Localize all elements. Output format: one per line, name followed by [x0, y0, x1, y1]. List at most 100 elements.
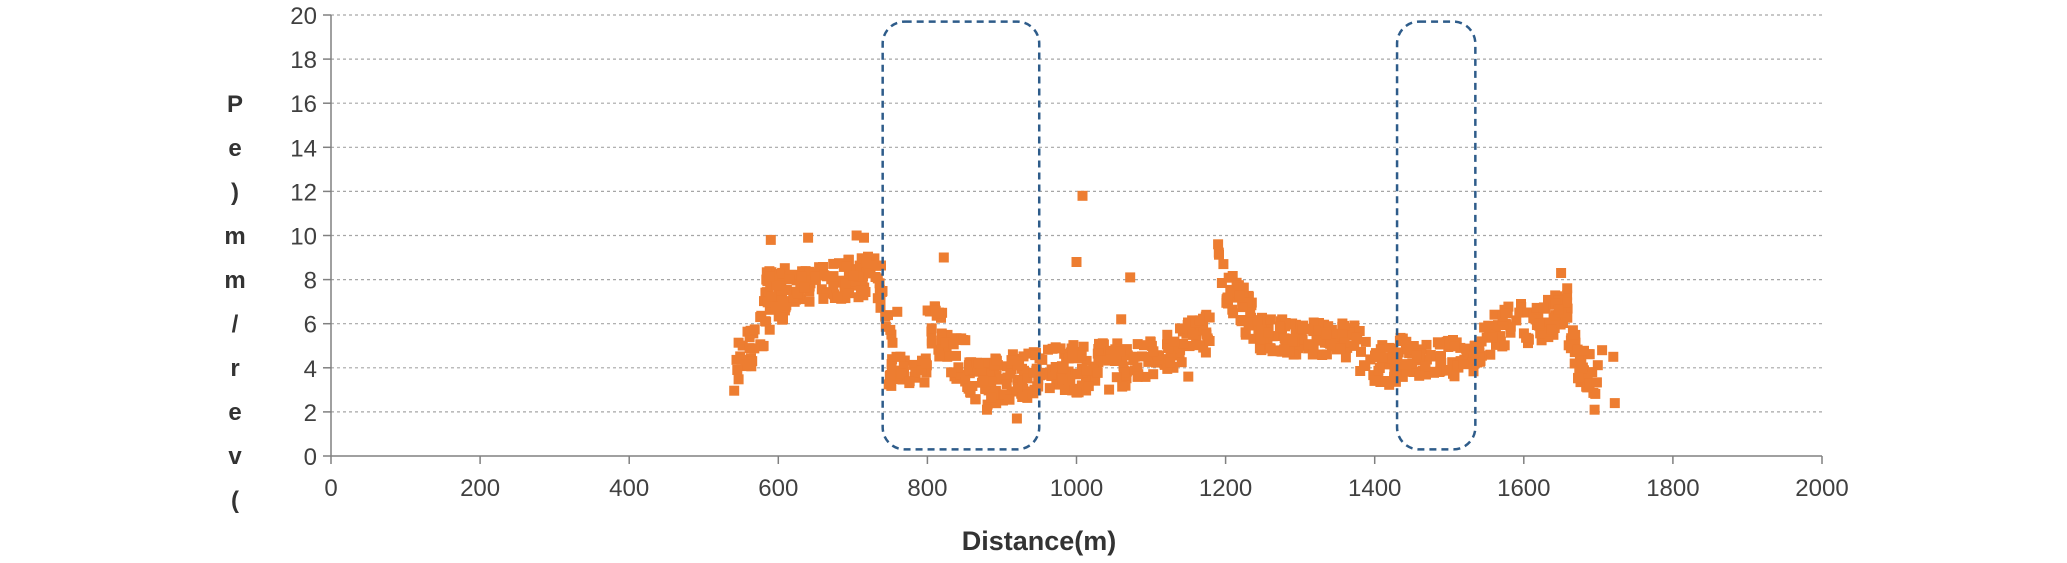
data-point [1057, 375, 1068, 385]
data-point [818, 293, 829, 304]
y-tick-label: 16 [290, 91, 317, 118]
data-point [1474, 348, 1485, 358]
x-tick-label: 1400 [1348, 475, 1401, 502]
data-point [885, 324, 896, 335]
data-point [1165, 357, 1176, 368]
data-point [1375, 377, 1386, 387]
data-point [1327, 340, 1337, 350]
data-point [1228, 308, 1239, 319]
data-point [1590, 388, 1601, 399]
data-point [1337, 329, 1348, 340]
data-point [1589, 404, 1600, 415]
data-point [1077, 190, 1088, 201]
data-point [986, 376, 997, 387]
data-point [1117, 352, 1128, 363]
data-point [991, 355, 1002, 366]
data-point [1119, 367, 1130, 378]
data-point [910, 367, 921, 378]
data-point [1485, 349, 1496, 360]
data-point [1104, 384, 1115, 395]
data-point [1303, 324, 1314, 335]
data-point [1521, 332, 1532, 343]
data-point [1165, 350, 1176, 361]
data-point [1028, 367, 1039, 378]
data-point [1240, 329, 1251, 340]
data-point [1377, 352, 1388, 363]
data-point [1536, 335, 1547, 346]
data-point [908, 359, 919, 370]
data-point [1582, 371, 1593, 381]
data-point [1344, 328, 1355, 338]
data-point [1577, 362, 1588, 373]
data-point [1043, 344, 1053, 355]
data-point [1032, 381, 1043, 392]
data-point [1115, 346, 1126, 357]
data-point [1213, 247, 1224, 258]
data-point [1408, 367, 1419, 377]
data-point [1543, 332, 1554, 343]
data-point [821, 288, 832, 299]
data-point [886, 380, 897, 391]
data-point [1118, 361, 1129, 372]
data-point [1314, 318, 1324, 328]
data-point [1148, 369, 1159, 380]
data-point [942, 329, 953, 340]
data-point [1434, 339, 1445, 350]
data-points [729, 190, 1620, 424]
data-point [926, 338, 937, 349]
data-point [1111, 372, 1122, 383]
data-point [1401, 366, 1412, 377]
data-point [1534, 318, 1545, 329]
data-point [1132, 362, 1143, 373]
x-tick-label: 2000 [1795, 475, 1848, 502]
data-point [1012, 384, 1023, 395]
data-point [766, 291, 777, 302]
data-point [749, 324, 760, 335]
data-point [733, 374, 744, 385]
data-point [1245, 307, 1256, 318]
data-point [1380, 376, 1391, 386]
data-point [1065, 375, 1076, 386]
data-point [1284, 346, 1295, 357]
data-point [1121, 344, 1132, 355]
data-point [1081, 375, 1091, 386]
y-tick-label: 10 [290, 224, 317, 251]
data-point [1421, 339, 1432, 350]
data-point [861, 256, 872, 267]
data-point [951, 350, 961, 361]
data-point [887, 337, 898, 348]
data-point [1059, 385, 1070, 395]
data-point [946, 367, 957, 378]
data-point [1340, 352, 1351, 363]
data-point [1279, 344, 1290, 355]
data-point [1579, 345, 1589, 356]
data-point [1143, 356, 1154, 367]
data-point [1514, 307, 1525, 318]
data-point [1479, 322, 1490, 333]
data-point [1421, 369, 1431, 380]
data-point [948, 339, 959, 350]
data-point [999, 389, 1010, 400]
data-point [1081, 365, 1092, 376]
data-point [921, 358, 931, 369]
data-point [1297, 323, 1308, 334]
data-point [1137, 351, 1147, 362]
data-point [1500, 308, 1511, 319]
data-point [1017, 392, 1028, 402]
data-point [978, 375, 989, 386]
data-point [953, 362, 964, 373]
data-point [1499, 340, 1510, 351]
data-point [1374, 363, 1385, 373]
y-axis-title-char: e [228, 135, 241, 162]
data-point [854, 260, 865, 271]
data-point [1194, 315, 1205, 326]
data-point [1072, 369, 1083, 380]
data-point [1455, 342, 1466, 353]
y-tick-label: 14 [290, 135, 317, 162]
y-tick-label: 4 [304, 356, 317, 383]
data-point [885, 370, 896, 380]
data-point [1162, 363, 1173, 374]
data-point [1037, 354, 1048, 365]
data-point [1535, 328, 1546, 339]
data-point [1175, 323, 1185, 334]
